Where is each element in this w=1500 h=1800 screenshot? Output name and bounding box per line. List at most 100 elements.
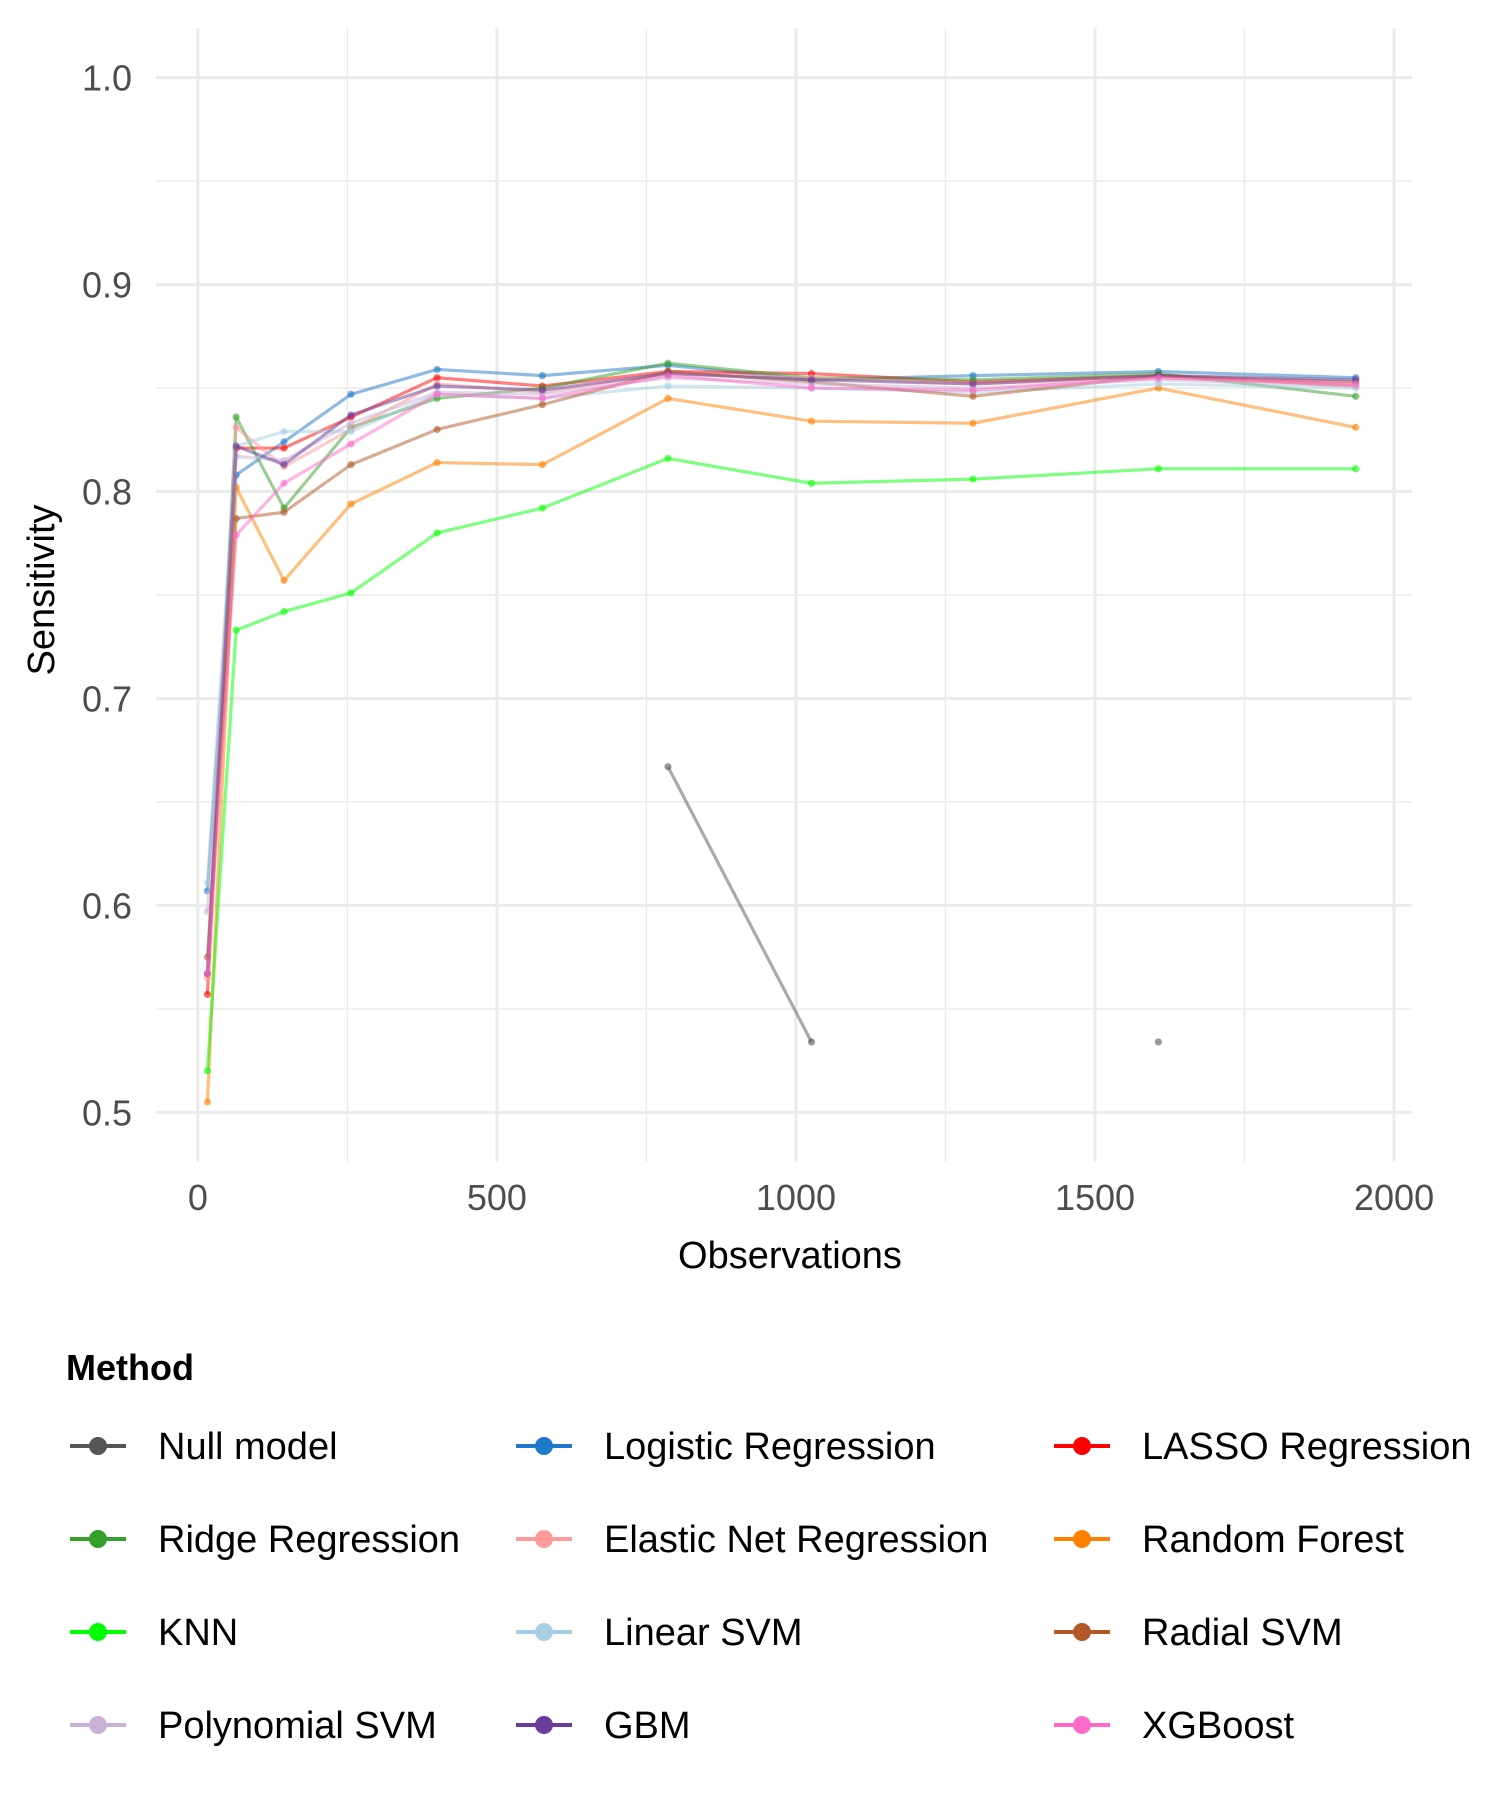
y-tick-label: 1.0 — [82, 58, 132, 99]
data-point-gbm — [280, 461, 288, 469]
data-point-random-forest — [807, 417, 816, 425]
legend-key-point — [89, 1530, 107, 1548]
data-point-gbm — [232, 442, 240, 450]
y-tick-label: 0.9 — [82, 265, 132, 306]
data-point-xgboost — [969, 386, 977, 394]
data-point-null-model — [1154, 1038, 1163, 1046]
data-point-logistic-regression — [538, 372, 546, 380]
data-point-linear-svm — [664, 382, 672, 390]
data-point-null-model — [807, 1038, 816, 1046]
x-axis-ticks: 0 500 1000 1500 2000 — [188, 1177, 1434, 1218]
data-point-xgboost — [1352, 380, 1360, 388]
y-tick-label: 0.8 — [82, 472, 132, 513]
data-point-knn — [538, 504, 546, 512]
data-point-random-forest — [969, 419, 977, 427]
data-point-ridge-regression — [1352, 392, 1360, 400]
legend-label: Null model — [158, 1426, 338, 1468]
legend-item-null-model: Null model — [70, 1426, 338, 1468]
x-axis-title: Observations — [678, 1235, 902, 1277]
data-point-random-forest — [538, 461, 546, 469]
data-point-knn — [280, 607, 288, 616]
data-point-xgboost — [807, 384, 816, 392]
data-point-random-forest — [280, 576, 288, 585]
y-tick-label: 0.6 — [82, 885, 132, 926]
legend-item-polynomial-svm: Polynomial SVM — [70, 1705, 437, 1747]
y-tick-label: 0.7 — [82, 678, 132, 719]
x-tick-label: 1000 — [756, 1177, 836, 1218]
data-point-random-forest — [433, 458, 441, 467]
data-point-knn — [347, 589, 355, 597]
legend-item-xgboost: XGBoost — [1054, 1705, 1295, 1747]
legend-label: Polynomial SVM — [158, 1705, 437, 1747]
series-linear-svm — [203, 380, 1360, 887]
legend-label: Random Forest — [1142, 1519, 1404, 1561]
series-line-null-model — [666, 766, 813, 1043]
data-point-radial-svm — [538, 401, 546, 409]
data-point-linear-svm — [280, 427, 288, 436]
series-gbm — [203, 369, 1360, 978]
legend-item-elastic-net-regression: Elastic Net Regression — [516, 1519, 988, 1561]
data-point-gbm — [807, 376, 816, 384]
data-point-elastic-net-regression — [232, 423, 240, 431]
data-point-gbm — [538, 386, 546, 394]
data-point-radial-svm — [232, 514, 240, 523]
legend: Method Null model Logistic Regression LASS… — [66, 1347, 1472, 1747]
legend-key-point — [89, 1623, 107, 1641]
major-gridlines — [156, 28, 1412, 1162]
data-point-gbm — [433, 382, 441, 390]
legend-label: KNN — [158, 1612, 238, 1654]
series-line-linear-svm — [205, 382, 1356, 883]
legend-key-point — [1073, 1623, 1091, 1641]
x-tick-label: 500 — [467, 1177, 527, 1218]
legend-label: XGBoost — [1142, 1705, 1295, 1747]
legend-key-point — [535, 1437, 553, 1455]
legend-label: Ridge Regression — [158, 1519, 460, 1561]
data-point-knn — [433, 529, 441, 537]
series-line-elastic-net-regression — [205, 371, 1356, 978]
legend-item-linear-svm: Linear SVM — [516, 1612, 803, 1654]
data-point-xgboost — [538, 394, 546, 403]
series-xgboost — [203, 372, 1360, 978]
legend-key-point — [1073, 1437, 1091, 1455]
series-line-xgboost — [205, 374, 1356, 974]
data-point-ridge-regression — [232, 413, 240, 421]
y-axis-title: Sensitivity — [21, 504, 63, 675]
series-line-logistic-regression — [205, 363, 1356, 892]
legend-item-radial-svm: Radial SVM — [1054, 1612, 1343, 1654]
legend-item-random-forest: Random Forest — [1054, 1519, 1404, 1561]
series-line-radial-svm — [205, 369, 1356, 958]
data-point-logistic-regression — [347, 390, 355, 398]
minor-gridlines — [156, 28, 1412, 1162]
series-null-model — [664, 763, 1163, 1046]
data-point-knn — [969, 475, 977, 483]
series-lasso-regression — [203, 367, 1360, 998]
data-point-knn — [664, 454, 672, 463]
y-tick-label: 0.5 — [82, 1092, 132, 1133]
data-point-xgboost — [664, 372, 672, 380]
series-line-lasso-regression — [205, 369, 1356, 995]
legend-label: Logistic Regression — [604, 1426, 936, 1468]
data-point-lasso-regression — [203, 990, 212, 998]
series-line-random-forest — [205, 386, 1357, 1103]
series-line-knn — [205, 456, 1356, 1072]
legend-label: GBM — [604, 1705, 691, 1747]
data-point-logistic-regression — [433, 365, 441, 374]
series-line-ridge-regression — [205, 361, 1356, 974]
legend-key-point — [535, 1716, 553, 1734]
data-point-linear-svm — [347, 427, 355, 436]
legend-item-lasso-regression: LASSO Regression — [1054, 1426, 1472, 1468]
data-point-lasso-regression — [433, 374, 441, 382]
data-point-knn — [1154, 465, 1163, 473]
data-point-knn — [807, 479, 816, 487]
data-point-polynomial-svm — [347, 419, 355, 427]
legend-label: LASSO Regression — [1142, 1426, 1472, 1468]
data-point-radial-svm — [280, 508, 288, 516]
legend-label: Radial SVM — [1142, 1612, 1343, 1654]
data-point-null-model — [664, 763, 672, 771]
legend-item-gbm: GBM — [516, 1705, 691, 1747]
legend-item-ridge-regression: Ridge Regression — [70, 1519, 460, 1561]
series-radial-svm — [203, 367, 1360, 961]
series-line-gbm — [205, 371, 1356, 974]
legend-key-point — [89, 1716, 107, 1734]
